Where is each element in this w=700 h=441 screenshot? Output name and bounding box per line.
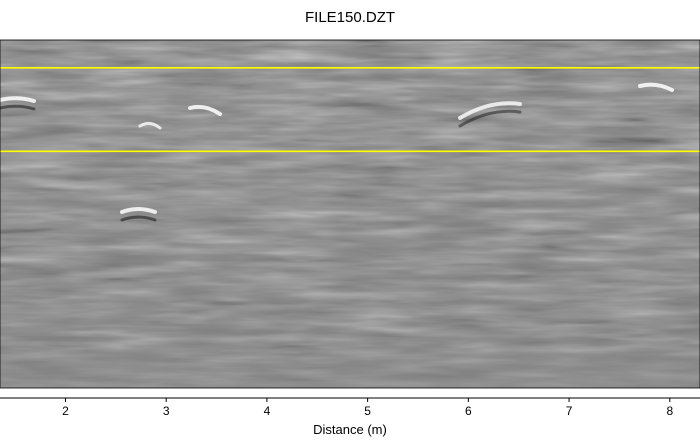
x-axis-label: Distance (m) [313,422,387,437]
x-tick-label-2: 2 [62,404,69,418]
reflector-8 [120,215,157,222]
marker-lines [0,67,700,153]
x-tick-label-6: 6 [465,404,472,418]
chart-title: FILE150.DZT [305,9,395,26]
reflector-5 [458,101,522,120]
reflector-4 [120,207,157,214]
plot-area [0,39,700,389]
x-tick-label-5: 5 [364,404,371,418]
x-tick-label-8: 8 [666,404,673,418]
reflector-7 [0,104,36,111]
reflector-1 [0,96,36,103]
reflector-3 [138,121,162,130]
reflector-6 [638,82,674,92]
x-axis: 2 3 4 5 6 7 8 [0,397,700,418]
x-tick-label-7: 7 [566,404,573,418]
radargram-depth-fade [0,40,700,388]
x-tick-label-3: 3 [163,404,170,418]
x-ticks: 2 3 4 5 6 7 8 [62,398,673,418]
reflector-2 [188,104,222,116]
reflector-9 [458,109,522,128]
reflector-highlights [0,82,674,222]
plot-frame [0,39,700,389]
x-tick-label-4: 4 [264,404,271,418]
